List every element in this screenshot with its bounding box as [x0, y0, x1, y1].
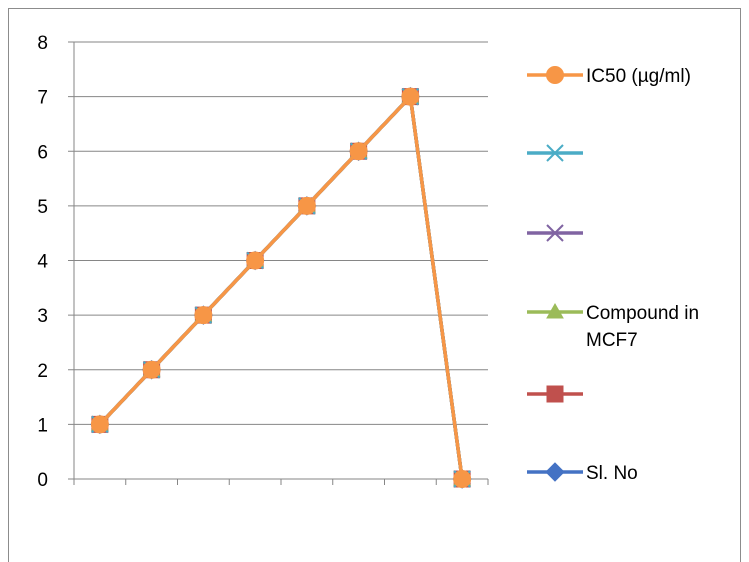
- series-sl-no: [90, 86, 472, 489]
- axes: 0 1 2 3 4 5 6 7 8: [37, 33, 489, 491]
- data-point: [142, 360, 161, 379]
- y-tick-label: 1: [37, 415, 48, 436]
- series-series-5: [91, 87, 471, 488]
- legend-label: Sl. No: [586, 463, 638, 484]
- y-tick-label: 3: [37, 306, 48, 327]
- data-point: [194, 306, 213, 325]
- legend: IC50 (µg/ml) Compound in MCF7 Sl. No: [527, 66, 699, 484]
- y-tick-label: 4: [37, 252, 48, 273]
- legend-item: [527, 144, 583, 162]
- legend-label: MCF7: [586, 330, 638, 351]
- series-line: [98, 94, 464, 480]
- legend-item: Compound in MCF7: [527, 302, 699, 351]
- legend-label: Compound in: [586, 303, 699, 324]
- y-tick-label: 7: [37, 88, 48, 109]
- series-line: [98, 94, 464, 480]
- chart-frame: [8, 8, 741, 562]
- data-point: [349, 142, 368, 161]
- data-point: [90, 415, 109, 434]
- legend-marker: [546, 224, 564, 242]
- series-line: [98, 94, 464, 480]
- data-point: [453, 470, 472, 488]
- series-compound-in-mcf7: [91, 87, 471, 486]
- y-tick-label: 5: [37, 197, 48, 218]
- legend-label: IC50 (µg/ml): [586, 66, 691, 87]
- series-line: [98, 94, 464, 480]
- series-series-2: [91, 88, 471, 488]
- legend-item: Sl. No: [527, 462, 638, 484]
- marker-stroke: [546, 224, 564, 242]
- legend-item: IC50 (µg/ml): [527, 66, 691, 87]
- series-lines: [90, 86, 472, 489]
- y-tick-label: 8: [37, 33, 48, 54]
- series-line: [98, 94, 464, 480]
- legend-item: [527, 385, 583, 403]
- data-point: [246, 251, 265, 270]
- legend-item: [527, 224, 583, 242]
- data-point: [401, 87, 420, 106]
- legend-marker: [546, 144, 564, 162]
- legend-marker: [546, 302, 564, 319]
- series-ic50-g-ml: [90, 87, 472, 488]
- series-line: [98, 94, 464, 480]
- data-point: [297, 196, 316, 215]
- legend-marker: [546, 385, 564, 403]
- y-tick-label: 2: [37, 361, 48, 382]
- legend-marker: [546, 66, 564, 84]
- y-tick-label: 6: [37, 142, 48, 163]
- legend-marker: [545, 462, 565, 482]
- y-tick-label: 0: [37, 470, 48, 491]
- series-series-4: [91, 87, 471, 488]
